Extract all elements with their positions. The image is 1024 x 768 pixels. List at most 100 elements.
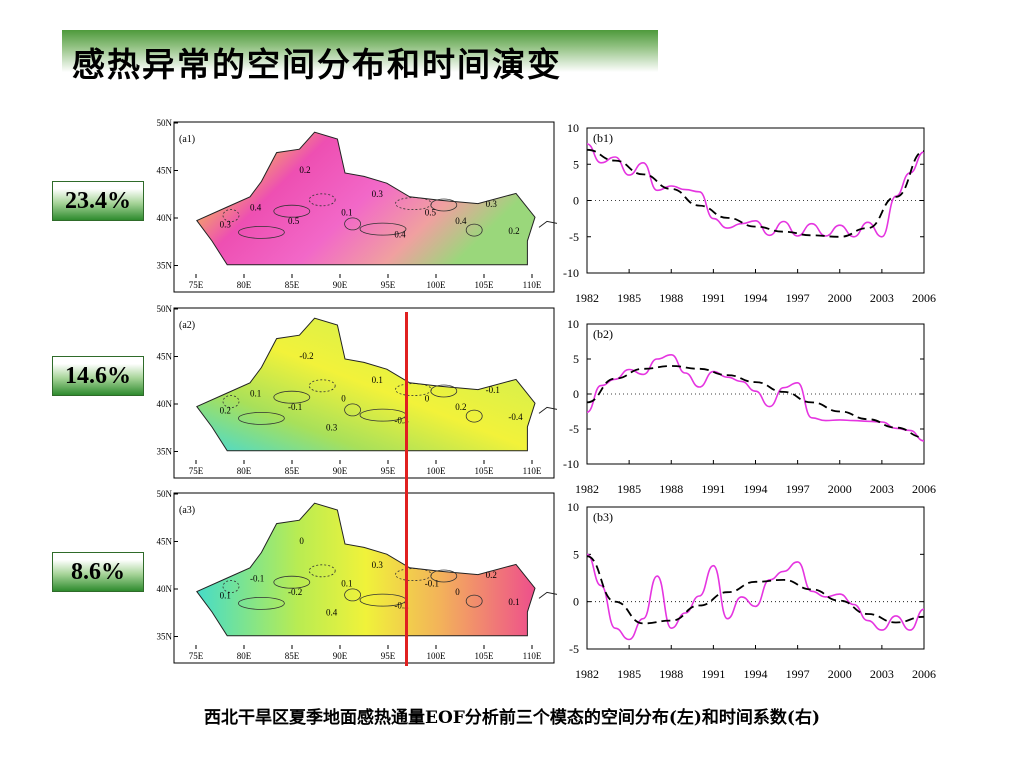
lat-tick-label: 45N xyxy=(157,352,173,362)
map-region xyxy=(196,131,536,266)
y-tick-label: -5 xyxy=(569,230,579,244)
trend-line xyxy=(586,148,925,238)
coefficient-line xyxy=(586,553,925,641)
x-tick-label: 1994 xyxy=(744,667,768,681)
lon-tick-label: 80E xyxy=(237,280,252,290)
x-tick-label: 1994 xyxy=(744,291,768,305)
lon-tick-label: 105E xyxy=(475,280,495,290)
lon-tick-label: 95E xyxy=(381,651,396,661)
lon-tick-label: 80E xyxy=(237,651,252,661)
x-tick-label: 1997 xyxy=(786,667,810,681)
contour-label: -0.2 xyxy=(394,601,408,611)
x-tick-label: 1988 xyxy=(659,482,683,496)
lat-tick-label: 40N xyxy=(157,213,173,223)
lon-tick-label: 85E xyxy=(285,466,300,476)
lat-tick-label: 50N xyxy=(157,118,173,128)
y-tick-label: -5 xyxy=(569,422,579,436)
contour-label: 0 xyxy=(425,394,430,404)
chart-frame xyxy=(586,506,925,650)
boundary-line xyxy=(538,591,558,599)
chart-label: (b3) xyxy=(593,510,613,524)
x-tick-label: 1982 xyxy=(575,667,599,681)
map-label: (a2) xyxy=(179,320,195,331)
contour-line xyxy=(273,390,311,404)
y-tick-label: 5 xyxy=(573,157,579,171)
figure-caption: 西北干旱区夏季地面感热通量EOF分析前三个模态的空间分布(左)和时间系数(右) xyxy=(203,708,820,728)
contour-label: -0.4 xyxy=(508,412,523,422)
x-tick-label: 1985 xyxy=(617,667,641,681)
lon-tick-label: 100E xyxy=(427,651,447,661)
contour-line xyxy=(308,379,336,393)
contour-label: 0.4 xyxy=(250,202,262,212)
contour-label: 0.2 xyxy=(455,402,466,412)
lat-tick-label: 50N xyxy=(157,489,173,499)
x-tick-label: 1997 xyxy=(786,482,810,496)
lon-tick-label: 90E xyxy=(333,466,348,476)
x-tick-label: 1988 xyxy=(659,291,683,305)
map-region xyxy=(196,317,536,452)
lon-tick-label: 100E xyxy=(427,280,447,290)
contour-label: 0.2 xyxy=(299,165,310,175)
contour-label: 0.1 xyxy=(372,375,383,385)
map-label: (a3) xyxy=(179,505,195,516)
x-tick-label: 2003 xyxy=(870,667,894,681)
x-tick-label: 2000 xyxy=(828,291,852,305)
x-tick-label: 2006 xyxy=(912,482,936,496)
contour-line xyxy=(308,564,336,578)
variance-label-mode3: 8.6% xyxy=(52,552,144,592)
contour-line xyxy=(344,588,362,602)
x-tick-label: 1988 xyxy=(659,667,683,681)
contour-label: -0.1 xyxy=(288,402,302,412)
map-region xyxy=(196,502,536,637)
contour-label: 0.1 xyxy=(508,597,519,607)
x-tick-label: 1997 xyxy=(786,291,810,305)
boundary-line xyxy=(538,406,558,414)
contour-line xyxy=(430,384,458,398)
y-tick-label: 0 xyxy=(573,387,579,401)
contour-label: 0.3 xyxy=(372,189,384,199)
lat-tick-label: 40N xyxy=(157,584,173,594)
x-tick-label: 2003 xyxy=(870,291,894,305)
contour-label: 0.4 xyxy=(455,216,467,226)
x-tick-label: 2000 xyxy=(828,482,852,496)
lon-tick-label: 90E xyxy=(333,651,348,661)
contour-label: 0.1 xyxy=(250,388,261,398)
contour-label: 0.3 xyxy=(220,219,232,229)
lon-tick-label: 85E xyxy=(285,280,300,290)
y-tick-label: 0 xyxy=(573,194,579,208)
x-tick-label: 1991 xyxy=(701,482,725,496)
contour-line xyxy=(237,225,285,239)
contour-line xyxy=(222,580,240,593)
contour-label: 0.2 xyxy=(220,405,231,415)
y-tick-label: 5 xyxy=(573,547,579,561)
contour-line xyxy=(430,198,458,212)
contour-label: 0.2 xyxy=(508,226,519,236)
x-tick-label: 2006 xyxy=(912,667,936,681)
contour-label: 0.3 xyxy=(486,199,498,209)
y-tick-label: 10 xyxy=(567,317,579,331)
contour-line xyxy=(222,209,240,222)
lat-tick-label: 45N xyxy=(157,166,173,176)
slide-title: 感热异常的空间分布和时间演变 xyxy=(72,45,562,84)
lon-tick-label: 75E xyxy=(189,280,204,290)
contour-label: 0.3 xyxy=(326,422,338,432)
x-tick-label: 2003 xyxy=(870,482,894,496)
x-tick-label: 1982 xyxy=(575,482,599,496)
lon-tick-label: 110E xyxy=(523,280,542,290)
lon-tick-label: 90E xyxy=(333,280,348,290)
contour-line xyxy=(359,222,407,236)
contour-line xyxy=(308,193,336,207)
contour-label: 0.1 xyxy=(220,590,231,600)
lon-tick-label: 105E xyxy=(475,466,495,476)
y-tick-label: -10 xyxy=(563,457,579,471)
chart-label: (b1) xyxy=(593,131,613,145)
x-tick-label: 2006 xyxy=(912,291,936,305)
y-tick-label: -5 xyxy=(569,642,579,656)
x-tick-label: 1994 xyxy=(744,482,768,496)
contour-line xyxy=(344,403,362,417)
contour-line xyxy=(273,204,311,218)
contour-label: 0 xyxy=(341,394,346,404)
contour-label: -0.3 xyxy=(394,416,409,426)
y-tick-label: -10 xyxy=(563,266,579,280)
